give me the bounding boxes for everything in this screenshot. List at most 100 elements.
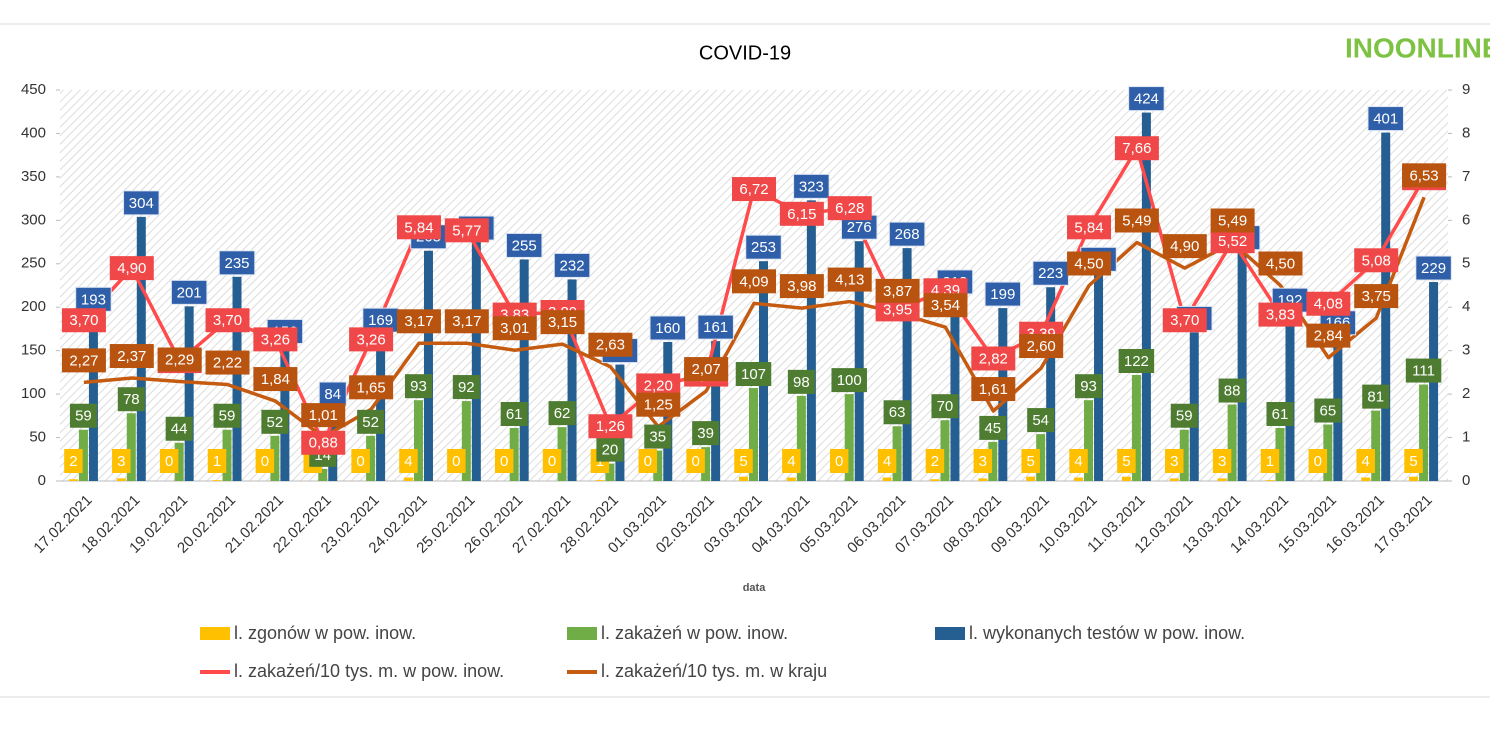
bar: [126, 413, 136, 481]
bar: [711, 341, 721, 481]
data-label: 0: [351, 449, 370, 473]
data-label: 100: [831, 368, 867, 393]
data-label: 5,49: [1210, 208, 1255, 233]
data-label-box: [1019, 334, 1064, 359]
data-label-box: [1170, 403, 1198, 428]
data-label-box: [979, 415, 1007, 440]
data-label: 52: [261, 409, 289, 434]
data-label-box: [253, 327, 298, 352]
bar: [988, 441, 998, 481]
data-label-text: 0: [1314, 453, 1322, 470]
data-label: 5: [734, 449, 753, 473]
data-label-text: 0: [165, 453, 173, 470]
bar: [940, 420, 950, 481]
data-label-text: 2: [69, 453, 77, 470]
data-label-text: 1,65: [357, 379, 386, 396]
data-label-text: 39: [697, 425, 714, 442]
data-label-box: [1266, 401, 1294, 426]
data-label-text: 5: [1122, 453, 1130, 470]
data-label-box: [1067, 251, 1112, 276]
data-label-box: [1258, 302, 1303, 327]
data-label: 7,66: [1114, 136, 1159, 161]
data-label: 6,15: [779, 201, 824, 226]
data-label-text: 3,17: [452, 313, 481, 330]
data-label-text: 5,49: [1218, 212, 1247, 229]
data-label-text: 1: [213, 453, 221, 470]
data-label-box: [1114, 208, 1159, 233]
data-label: 93: [404, 374, 432, 399]
bar: [882, 477, 892, 481]
data-label-text: 35: [649, 429, 666, 446]
data-label-box: [779, 274, 824, 299]
bar: [461, 401, 471, 481]
data-label: 3,01: [492, 316, 537, 341]
data-label-text: 304: [129, 195, 154, 212]
data-label-box: [588, 332, 633, 357]
bar: [1179, 429, 1189, 481]
data-label-box: [1415, 255, 1452, 281]
data-label-box: [349, 375, 394, 400]
data-label-box: [1306, 291, 1351, 316]
data-label-box: [1162, 234, 1207, 259]
data-label: 5,52: [1210, 229, 1255, 254]
data-label: 4: [399, 449, 418, 473]
data-label-text: 3,26: [261, 331, 290, 348]
bar: [844, 394, 854, 481]
data-label-text: 93: [410, 378, 427, 395]
data-label: 5: [1021, 449, 1040, 473]
data-label-box: [399, 449, 418, 473]
data-label-box: [69, 403, 97, 428]
data-label-text: 4,09: [739, 273, 768, 290]
data-label-box: [1367, 106, 1404, 132]
data-label: 193: [75, 286, 112, 312]
bar: [1371, 410, 1381, 481]
bar: [950, 295, 960, 481]
data-label: 0: [829, 449, 849, 473]
y2-tick-label: 0: [1462, 472, 1470, 489]
data-label: 424: [1128, 86, 1165, 112]
data-label-box: [117, 387, 145, 412]
data-label-text: 44: [171, 421, 188, 438]
data-label-box: [793, 173, 830, 199]
data-label-box: [787, 369, 815, 394]
x-axis-title: data: [743, 582, 767, 594]
data-label-text: 122: [1124, 353, 1149, 370]
data-label-text: 70: [937, 398, 954, 415]
data-label-text: 3,26: [357, 331, 386, 348]
data-label-box: [984, 281, 1022, 307]
data-label-text: 61: [506, 406, 523, 423]
data-label: 229: [1415, 255, 1452, 281]
data-label-text: 5,77: [452, 222, 481, 239]
data-label-text: 5: [1027, 453, 1035, 470]
y2-tick-label: 2: [1462, 385, 1470, 402]
data-label: 5,84: [396, 215, 441, 240]
data-label: 4: [1356, 449, 1375, 473]
data-label: 81: [1362, 384, 1390, 409]
data-label-box: [1027, 408, 1055, 433]
legend-label: l. zgonów w pow. inow.: [234, 623, 416, 643]
y-tick-label: 250: [21, 255, 46, 272]
data-label: 4: [1069, 449, 1088, 473]
data-label-box: [1069, 449, 1088, 473]
data-label-text: 20: [602, 442, 619, 459]
data-label-box: [452, 375, 480, 400]
data-label-box: [112, 449, 131, 473]
bar: [222, 429, 232, 481]
bar: [403, 477, 413, 481]
data-label: 98: [787, 369, 815, 394]
data-label-text: 107: [741, 366, 766, 383]
data-label-box: [61, 348, 106, 373]
data-label-box: [540, 310, 585, 335]
y2-tick-label: 5: [1462, 255, 1470, 272]
bar: [978, 478, 988, 481]
bar: [567, 279, 577, 481]
data-label-box: [1260, 449, 1280, 473]
data-label-text: 268: [895, 226, 920, 243]
data-label-text: 3,01: [500, 320, 529, 337]
data-label-box: [888, 221, 926, 247]
y2-tick-label: 1: [1462, 429, 1470, 446]
data-label: 3,26: [253, 327, 298, 352]
data-label-text: 253: [751, 239, 776, 256]
chart-title: COVID-19: [699, 42, 791, 64]
data-label: 3: [112, 449, 131, 473]
